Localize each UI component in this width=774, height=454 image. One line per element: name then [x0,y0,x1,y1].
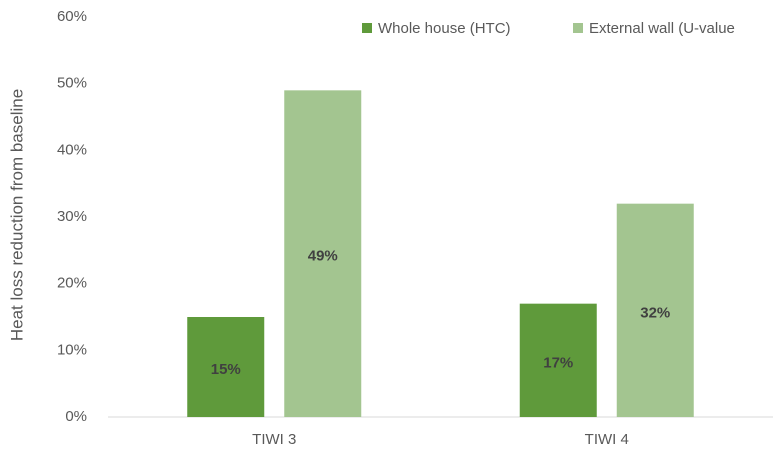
y-tick-label: 10% [57,341,87,358]
value-label: 32% [640,304,670,321]
legend-label: External wall (U-value [589,20,735,37]
value-label: 15% [211,361,241,378]
legend-swatch [362,23,372,33]
x-tick-label: TIWI 3 [252,431,296,448]
y-tick-label: 30% [57,208,87,225]
y-tick-label: 20% [57,275,87,292]
y-tick-label: 40% [57,141,87,158]
value-label: 17% [543,354,573,371]
bar [284,90,362,417]
legend-label: Whole house (HTC) [378,20,511,37]
bar [616,203,694,417]
y-axis-title: Heat loss reduction from baseline [7,89,26,341]
y-tick-label: 50% [57,75,87,92]
y-tick-label: 60% [57,8,87,25]
y-tick-label: 0% [65,408,87,425]
legend-swatch [573,23,583,33]
bar [187,317,265,417]
value-label: 49% [308,248,338,265]
bar [519,303,597,417]
x-tick-label: TIWI 4 [585,431,629,448]
